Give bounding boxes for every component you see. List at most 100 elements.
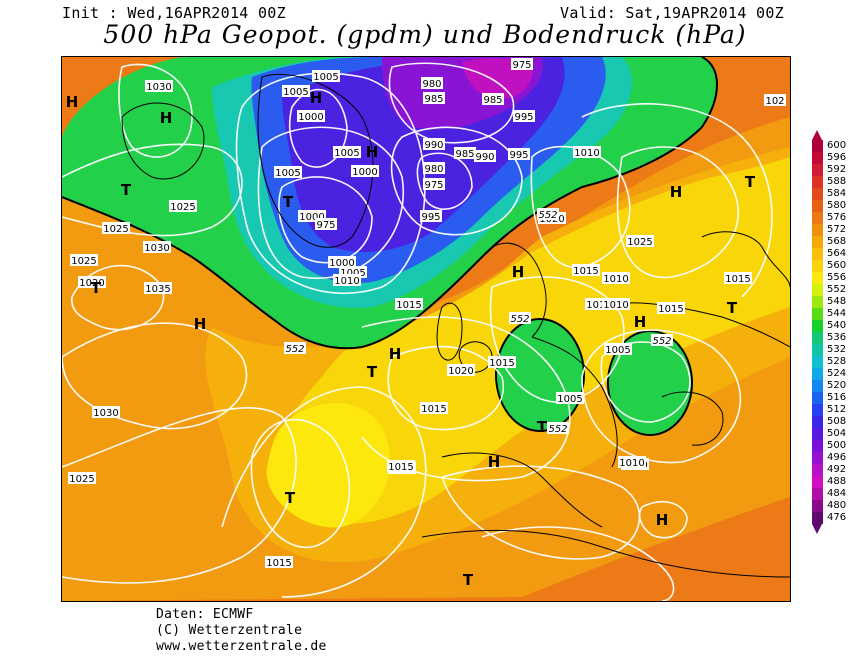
legend-label: 568 [827, 236, 847, 247]
legend-label: 584 [827, 188, 847, 199]
legend-swatch [812, 428, 823, 440]
legend-label: 540 [827, 320, 847, 331]
isobar-label: 1005 [333, 146, 361, 159]
svg-text:552: 552 [652, 336, 671, 347]
weather-map: 1030 1005 1005 1000 1005 1005 1000 1025 1025 1025… [61, 56, 791, 602]
svg-text:1010: 1010 [603, 274, 628, 285]
isobar-label: 985 [454, 147, 476, 160]
legend-label: 596 [827, 152, 847, 163]
svg-text:985: 985 [424, 94, 443, 105]
legend-label: 488 [827, 476, 847, 487]
legend-top-arrow [812, 130, 822, 140]
legend-label: 524 [827, 368, 847, 379]
isobar-label: 995 [420, 210, 442, 223]
low-core-label: 975 [315, 218, 337, 231]
isobar-label: 1010 [602, 272, 630, 285]
legend-swatch [812, 392, 823, 404]
legend-label: 588 [827, 176, 847, 187]
svg-text:1015: 1015 [489, 358, 514, 369]
pressure-center-label: H [656, 511, 669, 529]
svg-text:1000: 1000 [298, 112, 323, 123]
legend-label: 476 [827, 512, 847, 523]
isobar-label: 980 [421, 77, 443, 90]
isobar-label: 1000 [351, 165, 379, 178]
legend-label: 592 [827, 164, 847, 175]
legend-label: 512 [827, 404, 847, 415]
copyright: (C) Wetterzentrale [156, 623, 303, 638]
pressure-center-label: T [537, 418, 548, 436]
pressure-center-label: H [488, 453, 501, 471]
isobar-label: 995 [508, 148, 530, 161]
cutoff-low-west [495, 318, 585, 432]
isobar-label: 1000 [297, 110, 325, 123]
legend-swatch [812, 164, 823, 176]
svg-text:975: 975 [316, 220, 335, 231]
legend-label: 576 [827, 212, 847, 223]
svg-text:990: 990 [475, 152, 494, 163]
isobar-label: 1005 [604, 343, 632, 356]
legend-label: 536 [827, 332, 847, 343]
isobar-label: 990 [423, 138, 445, 151]
data-source: Daten: ECMWF [156, 607, 254, 622]
isobar-label: 1020 [447, 364, 475, 377]
isobar-label: 1025 [626, 235, 654, 248]
coastlines [121, 73, 790, 578]
svg-text:1015: 1015 [725, 274, 750, 285]
legend-label: 532 [827, 344, 847, 355]
legend-label: 508 [827, 416, 847, 427]
svg-text:1005: 1005 [275, 168, 300, 179]
pressure-center-label: H [634, 313, 647, 331]
cutoff-low-east [607, 330, 693, 436]
legend-swatch [812, 320, 823, 332]
isobar-label: 1025 [169, 200, 197, 213]
isobar-label: 1035 [144, 282, 172, 295]
svg-text:1030: 1030 [144, 243, 169, 254]
pressure-center-label: T [745, 173, 756, 191]
isobar-label: 1005 [312, 70, 340, 83]
svg-text:1015: 1015 [421, 404, 446, 415]
svg-text:1005: 1005 [557, 394, 582, 405]
legend-label: 564 [827, 248, 847, 259]
legend-swatch [812, 140, 823, 152]
pressure-center-label: T [91, 279, 102, 297]
isobar-label: 985 [423, 92, 445, 105]
init-time: Init : Wed,16APR2014 00Z [62, 4, 286, 22]
svg-text:995: 995 [514, 112, 533, 123]
svg-text:1005: 1005 [334, 148, 359, 159]
pressure-center-label: H [66, 93, 79, 111]
isobar-label: 1010 [333, 274, 361, 287]
legend-label: 520 [827, 380, 847, 391]
legend-swatch [812, 344, 823, 356]
legend-label: 548 [827, 296, 847, 307]
geopot-label: 552 [547, 422, 569, 435]
isobar-label: 102 [764, 94, 786, 107]
svg-text:985: 985 [483, 95, 502, 106]
svg-text:1000: 1000 [299, 212, 324, 223]
svg-text:1030: 1030 [146, 82, 171, 93]
legend-swatch [812, 500, 823, 512]
isobar-label: 980 [423, 162, 445, 175]
svg-text:1025: 1025 [69, 474, 94, 485]
website: www.wetterzentrale.de [156, 639, 327, 654]
svg-text:102: 102 [765, 96, 784, 107]
legend-swatch [812, 488, 823, 500]
svg-text:1015: 1015 [658, 304, 683, 315]
legend-label: 544 [827, 308, 847, 319]
svg-text:1020: 1020 [79, 278, 104, 289]
svg-text:1010: 1010 [603, 300, 628, 311]
legend-swatch [812, 176, 823, 188]
legend-swatch [812, 296, 823, 308]
svg-text:1015: 1015 [388, 462, 413, 473]
legend-swatch [812, 368, 823, 380]
svg-text:552: 552 [548, 424, 567, 435]
geopot-label: 552 [509, 312, 531, 325]
legend-swatch [812, 212, 823, 224]
legend-swatch [812, 260, 823, 272]
low-core-label: 975 [423, 178, 445, 191]
legend-swatch [812, 272, 823, 284]
svg-text:1030: 1030 [93, 408, 118, 419]
isobar-label: 985 [482, 93, 504, 106]
legend-swatch [812, 452, 823, 464]
svg-text:1010: 1010 [619, 458, 644, 469]
